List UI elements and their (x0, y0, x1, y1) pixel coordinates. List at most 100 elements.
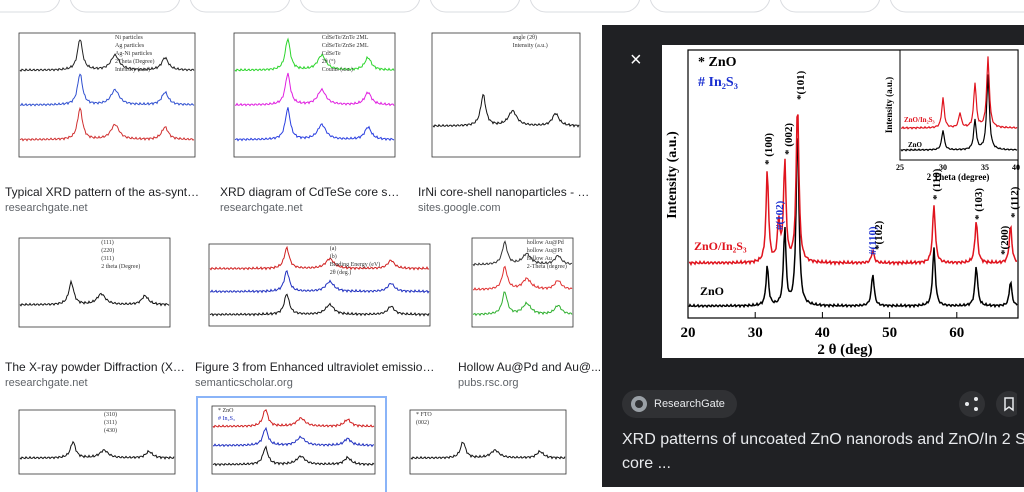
thumb-label: (311) (104, 419, 117, 426)
inset-in2s3 (901, 56, 1018, 130)
source-name: ResearchGate (654, 398, 725, 410)
thumbnail[interactable]: * FTO(002) (396, 402, 576, 492)
save-button[interactable] (996, 391, 1017, 417)
curve (19, 279, 170, 307)
thumbnail[interactable]: hollow Au@Pd hollow Au@Pt hollow Au2-Theta… (458, 230, 583, 345)
inset-series: ZnO/In₂S₃ (904, 116, 935, 124)
thumbnail[interactable]: (310)(311)(430) (5, 402, 185, 492)
x-tick-label: 60 (949, 325, 964, 341)
thumb-label: (220) (101, 247, 114, 254)
thumbnail[interactable]: (a)(b)Binding Energy (eV)2θ (deg.) (195, 236, 440, 344)
curve (234, 107, 395, 142)
curve (473, 265, 573, 291)
thumb-label: Binding Energy (eV) (330, 261, 381, 268)
plot-frame (431, 32, 581, 158)
y-axis-label: Intensity (a.u.) (665, 131, 680, 219)
thumb-label: hollow Au@Pt (527, 248, 563, 254)
peak-label: * (112) (1009, 186, 1021, 218)
series-label: ZnO (700, 284, 724, 298)
inset-y-label: Intensity (a.u.) (884, 77, 894, 133)
inset-tick-label: 40 (1012, 163, 1020, 172)
thumb-label: * FTO (416, 412, 432, 418)
actions (959, 391, 1017, 417)
peak-label: *(200) (999, 225, 1011, 255)
curve (19, 39, 195, 72)
plot-frame (471, 237, 574, 328)
x-tick-label: 40 (815, 325, 830, 341)
preview-image[interactable]: 20 30 40 50 60 2 θ (deg) Intensity (a.u.) * ZnO… (662, 45, 1024, 358)
thumb-label: (a) (330, 245, 337, 252)
inset-tick-label: 35 (981, 163, 989, 172)
peak-label: #(110) (867, 226, 879, 255)
thumb-label: 2-Theta (degree) (527, 263, 567, 270)
plot-frame (18, 32, 196, 158)
plot-frame (18, 237, 171, 328)
x-axis-label: 2 θ (deg) (817, 342, 872, 358)
thumbnail[interactable]: Ni particles Ag particles Ag-Ni particles2… (5, 25, 205, 175)
preview-panel: × 20 30 40 50 60 2 θ (deg) Intensity (a.u.) * Z… (602, 25, 1024, 487)
inset-tick-label: 25 (896, 163, 904, 172)
curve (19, 440, 175, 460)
curve (210, 270, 430, 294)
curve (410, 441, 566, 460)
peak-label: #(102) (774, 200, 786, 230)
close-button[interactable]: × (630, 49, 642, 71)
thumbnail[interactable]: * ZnO # In₂S₃ (196, 396, 387, 492)
thumbnail[interactable]: angle (2θ)Intensity (a.u.) (418, 25, 590, 175)
thumb-label: CdSeTe/ZnSe 2ML (322, 43, 369, 49)
peak-label: * (110) (931, 168, 943, 200)
thumb-label: * ZnO (218, 408, 234, 414)
chip[interactable] (189, 0, 291, 13)
chip[interactable] (889, 0, 1024, 13)
chip[interactable] (429, 0, 521, 13)
title-line: XRD patterns of uncoated ZnO nanorods an… (622, 431, 1024, 448)
result-source: sites.google.com (418, 202, 501, 214)
result-caption[interactable]: XRD diagram of CdTeSe core sampl... (220, 185, 405, 199)
plot: 20 30 40 50 60 2 θ (deg) Intensity (a.u.) * ZnO… (665, 49, 1021, 358)
curve (432, 93, 580, 128)
plot-frame (409, 409, 567, 475)
chip[interactable] (649, 0, 771, 13)
inset-frame (899, 49, 1019, 161)
curve (212, 408, 375, 429)
thumb-label: (430) (104, 427, 117, 434)
thumb-label: Intensity (a.u.) (115, 66, 150, 73)
result-caption[interactable]: The X-ray powder Diffraction (XRD... (5, 360, 185, 374)
thumb-label: (b) (330, 253, 337, 260)
thumb-label: 2θ (deg.) (330, 269, 352, 276)
result-caption[interactable]: Typical XRD pattern of the as-synthesize… (5, 185, 205, 199)
thumb-label: # In₂S₃ (218, 416, 235, 422)
result-source: researchgate.net (220, 202, 303, 214)
peak-label: * (002) (783, 123, 795, 155)
share-button[interactable] (959, 391, 985, 417)
chip[interactable] (779, 0, 881, 13)
curve (212, 426, 375, 448)
chip[interactable] (69, 0, 181, 13)
result-caption[interactable]: Figure 3 from Enhanced ultraviolet emiss… (195, 360, 440, 374)
curve (472, 291, 573, 317)
curve (235, 72, 395, 107)
result-caption[interactable]: IrNi core-shell nanoparticles - Han... (418, 185, 598, 199)
curve (234, 37, 395, 72)
thumb-label: (310) (104, 411, 117, 418)
chip[interactable] (0, 0, 61, 13)
thumb-label: Counts (a.u.) (322, 66, 353, 73)
chip[interactable] (529, 0, 641, 13)
chip-row (0, 0, 1024, 13)
legend-zno: * ZnO (698, 55, 737, 70)
result-source: researchgate.net (5, 377, 88, 389)
source-pill[interactable]: ResearchGate (622, 390, 737, 418)
thumb-label: Ag-Ni particles (115, 51, 153, 57)
plot-frame (208, 243, 431, 327)
plot-frame (18, 409, 176, 475)
x-tick-label: 30 (748, 325, 763, 341)
thumb-label: hollow Au@Pd (527, 240, 564, 246)
thumb-label: (111) (101, 239, 114, 246)
peak-label: * (103) (973, 188, 985, 220)
thumb-label: Ni particles (115, 35, 143, 41)
thumbnail[interactable]: (111)(220)(311)2 theta (Degree) (5, 230, 180, 345)
chip[interactable] (299, 0, 421, 13)
thumb-label: CdSeTe (322, 51, 341, 57)
zno-curve (688, 138, 1018, 309)
